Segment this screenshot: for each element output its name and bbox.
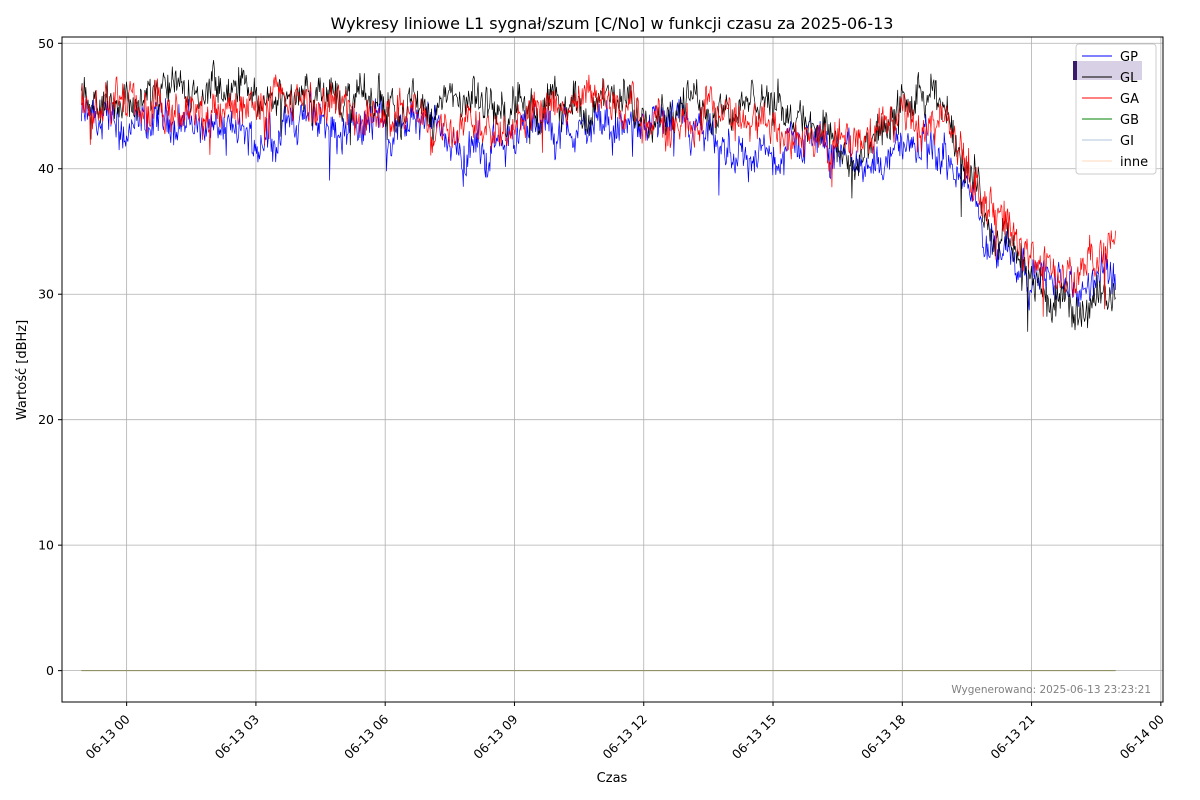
overlay-badge-bar (1073, 61, 1077, 80)
x-tick-label: 06-13 21 (987, 712, 1037, 762)
y-tick-label: 30 (38, 287, 54, 302)
x-tick-label: 06-13 09 (470, 711, 520, 761)
series-line-gl (81, 59, 1116, 332)
x-tick-label: 06-13 03 (212, 712, 262, 762)
generated-annotation: Wygenerowano: 2025-06-13 23:23:21 (951, 684, 1151, 696)
x-tick-label: 06-13 00 (82, 711, 132, 761)
legend-label-gb: GB (1120, 113, 1139, 128)
y-tick-label: 40 (38, 161, 54, 176)
x-tick-label: 06-13 15 (729, 712, 779, 762)
x-tick-label: 06-13 06 (341, 711, 391, 761)
y-axis-label: Wartość [dBHz] (15, 320, 30, 420)
series-line-gp (81, 90, 1116, 311)
legend-label-gp: GP (1120, 50, 1138, 65)
y-axis: 0 10 20 30 40 50 (38, 36, 62, 678)
x-tick-label: 06-13 18 (858, 711, 908, 761)
plot-frame (61, 36, 1164, 703)
y-tick-label: 0 (46, 663, 54, 678)
legend-label-inne: inne (1120, 155, 1148, 170)
y-tick-label: 20 (38, 412, 54, 427)
grid (62, 37, 1163, 702)
y-tick-label: 50 (38, 36, 54, 51)
x-tick-label: 06-13 12 (600, 712, 650, 762)
x-axis-label: Czas (597, 771, 628, 786)
legend-label-ga: GA (1120, 92, 1139, 107)
series-group (81, 59, 1116, 672)
legend-label-gi: GI (1120, 134, 1134, 149)
x-tick-label: 06-14 00 (1117, 711, 1167, 761)
legend-label-gl: GL (1120, 71, 1138, 86)
y-tick-label: 10 (38, 538, 54, 553)
overlay-badge (1073, 61, 1142, 80)
series-line-ga (81, 74, 1116, 317)
chart-title: Wykresy liniowe L1 sygnał/szum [C/No] w … (331, 14, 894, 33)
legend: GP GL GA GB GI inne (1073, 43, 1157, 175)
x-axis: 06-13 00 06-13 03 06-13 06 06-13 09 06-13 12… (82, 702, 1167, 762)
